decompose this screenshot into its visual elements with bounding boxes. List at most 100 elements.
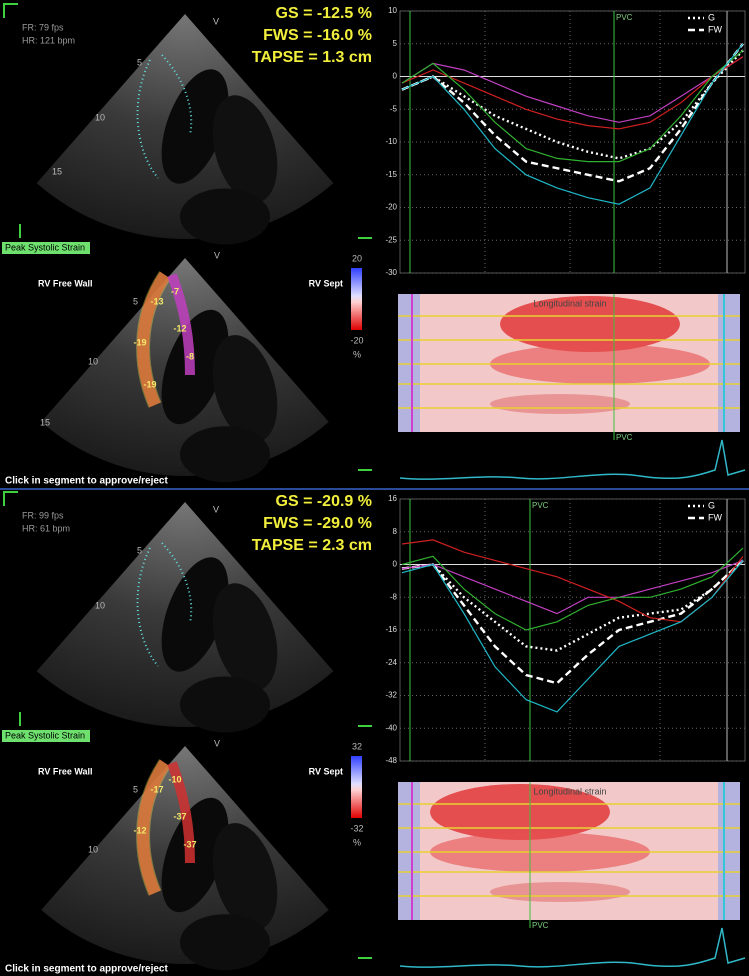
segment-value: -19 — [143, 379, 156, 389]
echo-chamber — [212, 95, 278, 203]
echo-chamber — [161, 557, 229, 672]
rv-trace — [136, 54, 193, 179]
echo-chamber — [212, 823, 278, 931]
y-tick-label: -24 — [385, 658, 397, 667]
echo-chamber — [161, 797, 229, 913]
heatmap-hot — [430, 784, 610, 840]
depth-label: 10 — [95, 600, 105, 610]
y-tick-label: 16 — [388, 494, 397, 503]
depth-label: 10 — [88, 844, 98, 854]
strain-curve — [401, 559, 744, 615]
heatmap-title: Longitudinal strain — [533, 786, 606, 796]
strain-curve — [401, 560, 744, 713]
strain-button[interactable] — [2, 730, 90, 742]
view-label: V — [213, 16, 219, 26]
y-tick-label: -20 — [385, 203, 397, 212]
free-wall-strain: FWS = -16.0 % — [263, 27, 372, 44]
strain-curve — [401, 49, 744, 160]
depth-label: 15 — [52, 166, 62, 176]
footer-hint: Click in segment to approve/reject — [5, 964, 168, 975]
septum-label: RV Sept — [309, 278, 343, 288]
y-tick-label: -15 — [385, 170, 397, 179]
depth-label: 5 — [133, 296, 138, 306]
segment-value: -37 — [183, 839, 196, 849]
strain-curve — [401, 56, 744, 123]
pvc-label: PVC — [616, 433, 633, 442]
colorbar-min: -32 — [350, 823, 363, 833]
legend-label: FW — [708, 24, 722, 34]
echo-chamber — [180, 676, 270, 733]
heatmap-blue — [718, 294, 740, 432]
view-label: V — [214, 738, 220, 748]
free-wall-outline — [136, 759, 171, 896]
legend-label: G — [708, 500, 715, 510]
strain-button-label: Peak Systolic Strain — [5, 730, 85, 740]
echo-chamber — [180, 426, 270, 483]
corner-bracket — [3, 491, 18, 506]
depth-label: 5 — [137, 545, 142, 555]
strain-curve — [401, 547, 744, 631]
echo-chamber — [212, 335, 278, 443]
segment-value: -13 — [150, 296, 163, 306]
y-tick-label: -10 — [385, 137, 397, 146]
y-tick-label: -30 — [385, 268, 397, 277]
y-tick-label: -32 — [385, 691, 397, 700]
y-tick-label: -40 — [385, 723, 397, 732]
global-strain: GS = -20.9 % — [276, 493, 373, 510]
global-strain: GS = -12.5 % — [276, 5, 373, 22]
echo-chamber — [161, 309, 229, 425]
colorbar-unit: % — [353, 837, 361, 847]
heart-rate: HR: 61 bpm — [22, 523, 70, 533]
strain-curve — [401, 56, 744, 130]
free-wall-label: RV Free Wall — [38, 766, 93, 776]
y-tick-label: 8 — [393, 527, 398, 536]
pvc-label: PVC — [616, 13, 633, 22]
legend-label: G — [708, 12, 715, 22]
segment-value: -12 — [133, 825, 146, 835]
depth-label: 10 — [95, 112, 105, 122]
echo-chamber — [180, 188, 270, 245]
heatmap-blue — [718, 782, 740, 920]
segment-value: -10 — [168, 774, 181, 784]
echo-chamber — [180, 914, 270, 971]
pvc-label: PVC — [532, 921, 549, 930]
depth-label: 5 — [133, 784, 138, 794]
heatmap-title: Longitudinal strain — [533, 298, 606, 308]
strain-button[interactable] — [2, 242, 90, 254]
rv-trace — [136, 542, 193, 667]
strain-curve — [401, 49, 744, 163]
legend-label: FW — [708, 512, 722, 522]
heatmap-hot — [490, 882, 630, 902]
strain-curve — [401, 43, 744, 205]
y-tick-label: -48 — [385, 756, 397, 765]
tapse: TAPSE = 2.3 cm — [252, 537, 372, 554]
depth-label: 10 — [88, 356, 98, 366]
segment-value: -37 — [173, 811, 186, 821]
frame-rate: FR: 79 fps — [22, 22, 64, 32]
y-tick-label: -8 — [390, 592, 398, 601]
colorbar — [351, 756, 362, 818]
y-tick-label: 0 — [393, 72, 398, 81]
ecg-trace — [399, 927, 746, 968]
y-tick-label: 0 — [393, 560, 398, 569]
pvc-label: PVC — [532, 501, 549, 510]
y-tick-label: -5 — [390, 104, 398, 113]
echo-chamber — [161, 69, 229, 184]
septum-label: RV Sept — [309, 766, 343, 776]
colorbar-max: 20 — [352, 253, 362, 263]
free-wall-strain: FWS = -29.0 % — [263, 515, 372, 532]
heatmap-hot — [500, 296, 680, 352]
depth-label: 5 — [137, 57, 142, 67]
colorbar — [351, 268, 362, 330]
colorbar-min: -20 — [350, 335, 363, 345]
strain-curve — [401, 559, 744, 652]
colorbar-unit: % — [353, 349, 361, 359]
segment-value: -12 — [173, 323, 186, 333]
corner-bracket — [3, 3, 18, 18]
tapse: TAPSE = 1.3 cm — [252, 49, 372, 66]
segment-value: -19 — [133, 337, 146, 347]
segment-value: -17 — [150, 784, 163, 794]
septum-band — [167, 761, 195, 864]
free-wall-band — [137, 271, 171, 408]
